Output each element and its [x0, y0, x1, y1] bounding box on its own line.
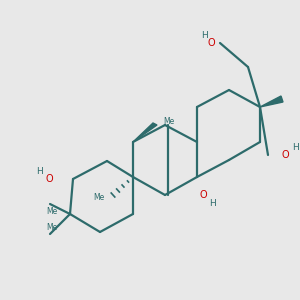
Text: Me: Me	[46, 224, 58, 232]
Text: Me: Me	[46, 208, 58, 217]
Text: H: H	[202, 31, 208, 40]
Text: H: H	[292, 142, 299, 152]
Text: O: O	[282, 150, 290, 160]
Text: O: O	[45, 174, 53, 184]
Polygon shape	[133, 123, 157, 142]
Text: Me: Me	[163, 118, 174, 127]
Text: O: O	[207, 38, 215, 48]
Text: O: O	[200, 190, 208, 200]
Text: H: H	[36, 167, 43, 176]
Text: H: H	[209, 199, 216, 208]
Text: Me: Me	[94, 193, 105, 202]
Polygon shape	[260, 96, 283, 107]
